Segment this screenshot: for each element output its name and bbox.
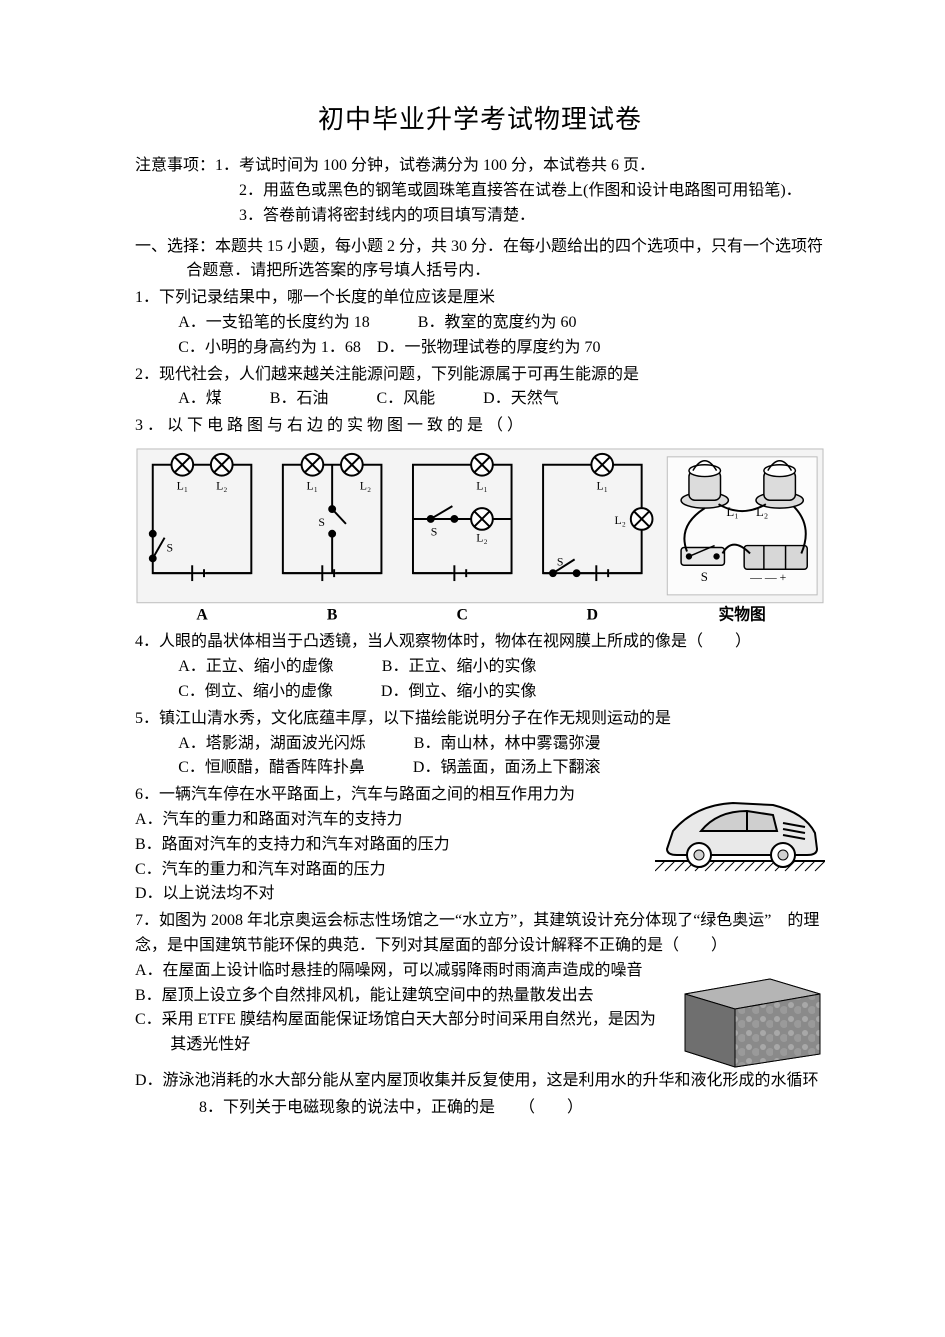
q2-optC: C．风能 [376,390,435,407]
q4-optC: C．倒立、缩小的虚像 [178,683,333,700]
svg-text:L₁: L₁ [177,478,188,492]
q7-body: A．在屋面上设计临时悬挂的隔噪网，可以减弱降雨时雨滴声造成的噪音 B．屋顶上设立… [135,959,825,1069]
q7-stem: 7．如图为 2008 年北京奥运会标志性场馆之一“水立方”，其建筑设计充分体现了… [135,909,825,959]
q2-options: A．煤 B．石油 C．风能 D．天然气 [135,387,825,412]
q7-optD: D．游泳池消耗的水大部分能从室内屋顶收集并反复使用，这是利用水的升华和液化形成的… [135,1069,825,1094]
q5-options: A．塔影湖，湖面波光闪烁 B．南山林，林中雾霭弥漫 C．恒顺醋，醋香阵阵扑鼻 D… [135,732,825,782]
q4-optD: D．倒立、缩小的实像 [381,683,537,700]
q6-car-figure [655,783,825,873]
q5-optC: C．恒顺醋，醋香阵阵扑鼻 [178,759,365,776]
q3-label-D: D [587,607,598,624]
q2-optB: B．石油 [270,390,329,407]
section-1-text: 一、选择：本题共 15 小题，每小题 2 分，共 30 分．在每小题给出的四个选… [135,235,825,285]
q3-label-C: C [457,607,468,624]
circuit-diagrams-svg: L₁ L₂ S A L₁ [135,447,825,624]
q4-optB: B．正立、缩小的实像 [382,658,537,675]
question-3: 3 ． 以 下 电 路 图 与 右 边 的 实 物 图 一 致 的 是 （ ） [135,414,825,439]
notice-item-1: 1．考试时间为 100 分钟，试卷满分为 100 分，本试卷共 6 页． [215,157,655,174]
q1-optB: B．教室的宽度约为 60 [418,314,577,331]
svg-text:— — +: — — + [749,570,787,584]
notice-item-2: 2．用蓝色或黑色的钢笔或圆珠笔直接答在试卷上(作图和设计电路图可用铅笔)． [135,179,825,204]
q1-optD: D．一张物理试卷的厚度约为 70 [377,339,601,356]
q5-optA: A．塔影湖，湖面波光闪烁 [178,735,366,752]
svg-text:S: S [557,554,564,568]
q3-figure: L₁ L₂ S A L₁ [135,447,825,624]
q5-optB: B．南山林，林中雾霭弥漫 [414,735,601,752]
q7-optA: A．在屋面上设计临时悬挂的隔噪网，可以减弱降雨时雨滴声造成的噪音 [135,959,665,984]
section-1-heading: 一、选择：本题共 15 小题，每小题 2 分，共 30 分．在每小题给出的四个选… [135,235,825,285]
svg-text:L₁: L₁ [476,478,487,492]
svg-text:S: S [318,515,325,529]
svg-text:S: S [431,525,438,539]
q1-optC: C．小明的身高约为 1．68 [178,339,361,356]
q6-stem: 6．一辆汽车停在水平路面上，汽车与路面之间的相互作用力为 [135,783,645,808]
q6-optA: A．汽车的重力和路面对汽车的支持力 [135,808,645,833]
question-1: 1．下列记录结果中，哪一个长度的单位应该是厘米 A．一支铅笔的长度约为 18 B… [135,286,825,360]
q4-optA: A．正立、缩小的虚像 [178,658,334,675]
notice-block: 注意事项：1．考试时间为 100 分钟，试卷满分为 100 分，本试卷共 6 页… [135,154,825,228]
q3-label-B: B [327,607,338,624]
q7-building-figure [675,959,825,1069]
q3-stem: 3 ． 以 下 电 路 图 与 右 边 的 实 物 图 一 致 的 是 （ ） [135,414,825,439]
notice-item-3: 3．答卷前请将密封线内的项目填写清楚． [135,204,825,229]
question-5: 5．镇江山清水秀，文化底蕴丰厚，以下描绘能说明分子在作无规则运动的是 A．塔影湖… [135,707,825,781]
notice-label: 注意事项： [135,157,215,174]
question-4: 4．人眼的晶状体相当于凸透镜，当人观察物体时，物体在视网膜上所成的像是（ ） A… [135,630,825,704]
question-6: 6．一辆汽车停在水平路面上，汽车与路面之间的相互作用力为 A．汽车的重力和路面对… [135,783,825,882]
q5-optD: D．锅盖面，面汤上下翻滚 [413,759,601,776]
q5-stem: 5．镇江山清水秀，文化底蕴丰厚，以下描绘能说明分子在作无规则运动的是 [135,707,825,732]
q1-stem: 1．下列记录结果中，哪一个长度的单位应该是厘米 [135,286,825,311]
q2-optD: D．天然气 [483,390,559,407]
q1-optA: A．一支铅笔的长度约为 18 [178,314,370,331]
q8-stem: 8．下列关于电磁现象的说法中，正确的是 （ ） [199,1099,583,1116]
svg-text:L₂: L₂ [615,513,626,527]
question-7: 7．如图为 2008 年北京奥运会标志性场馆之一“水立方”，其建筑设计充分体现了… [135,909,825,1093]
question-2: 2．现代社会，人们越来越关注能源问题，下列能源属于可再生能源的是 A．煤 B．石… [135,363,825,413]
question-8: 8．下列关于电磁现象的说法中，正确的是 （ ） [135,1096,825,1121]
svg-text:L₁: L₁ [307,478,318,492]
q4-stem: 4．人眼的晶状体相当于凸透镜，当人观察物体时，物体在视网膜上所成的像是（ ） [135,630,825,655]
svg-text:L₂: L₂ [476,531,487,545]
page-title: 初中毕业升学考试物理试卷 [135,100,825,140]
q7-optB: B．屋顶上设立多个自然排风机，能让建筑空间中的热量散发出去 [135,984,665,1009]
svg-text:L₂: L₂ [360,478,371,492]
exam-page: 初中毕业升学考试物理试卷 注意事项：1．考试时间为 100 分钟，试卷满分为 1… [0,0,945,1160]
svg-text:L₁: L₁ [597,478,608,492]
q7-text: A．在屋面上设计临时悬挂的隔噪网，可以减弱降雨时雨滴声造成的噪音 B．屋顶上设立… [135,959,665,1058]
q3-label-real: 实物图 [719,605,766,624]
q6-optD: D．以上说法均不对 [135,882,825,907]
svg-text:L₁: L₁ [726,505,738,519]
car-svg [655,783,825,873]
water-cube-svg [675,959,825,1069]
svg-text:S: S [701,570,708,584]
q1-options: A．一支铅笔的长度约为 18 B．教室的宽度约为 60 C．小明的身高约为 1．… [135,311,825,361]
q6-optC: C．汽车的重力和汽车对路面的压力 [135,858,645,883]
q2-optA: A．煤 [178,390,222,407]
svg-text:S: S [167,541,174,555]
q2-stem: 2．现代社会，人们越来越关注能源问题，下列能源属于可再生能源的是 [135,363,825,388]
q6-optB: B．路面对汽车的支持力和汽车对路面的压力 [135,833,645,858]
q7-optC: C．采用 ETFE 膜结构屋面能保证场馆白天大部分时间采用自然光，是因为其透光性… [135,1008,665,1058]
notice-line-1: 注意事项：1．考试时间为 100 分钟，试卷满分为 100 分，本试卷共 6 页… [135,154,825,179]
svg-text:L₂: L₂ [216,478,227,492]
q6-text: 6．一辆汽车停在水平路面上，汽车与路面之间的相互作用力为 A．汽车的重力和路面对… [135,783,645,882]
q4-options: A．正立、缩小的虚像 B．正立、缩小的实像 C．倒立、缩小的虚像 D．倒立、缩小… [135,655,825,705]
q3-label-A: A [196,607,208,624]
